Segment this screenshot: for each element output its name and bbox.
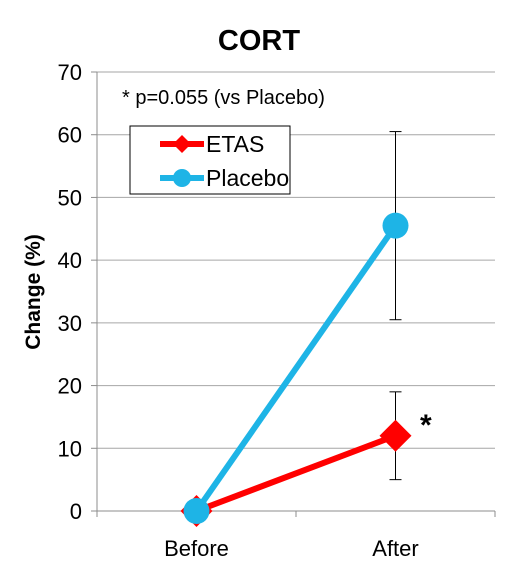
- x-tick-label: Before: [164, 536, 229, 561]
- significance-asterisk: *: [420, 409, 432, 442]
- y-tick-label: 20: [58, 374, 82, 399]
- data-point-placebo: [183, 498, 210, 524]
- y-tick-label: 70: [58, 60, 82, 85]
- y-tick-label: 0: [70, 499, 82, 524]
- chart-title: CORT: [218, 25, 300, 57]
- y-tick-label: 50: [58, 185, 82, 210]
- series-lines: [180, 212, 412, 527]
- y-tick-label: 60: [58, 123, 82, 148]
- series-line-etas: [195, 432, 397, 514]
- legend-box: [129, 125, 291, 195]
- y-axis-ticks: 0 10 20 30 40 50 60 70: [58, 60, 98, 524]
- legend-marker-placebo: [173, 169, 191, 187]
- y-tick-label: 30: [58, 311, 82, 336]
- series-line-placebo: [194, 223, 398, 513]
- y-tick-label: 10: [58, 436, 82, 461]
- significance-note: * p=0.055 (vs Placebo): [122, 87, 325, 109]
- data-point-placebo: [382, 212, 409, 239]
- legend: ETAS Placebo: [129, 125, 291, 195]
- legend-marker-etas: [173, 135, 191, 153]
- x-axis-ticks: Before After: [96, 510, 496, 561]
- y-axis-label: Change (%): [22, 234, 45, 350]
- data-point-etas: [379, 419, 412, 452]
- legend-label-placebo: Placebo: [206, 165, 289, 191]
- legend-label-etas: ETAS: [206, 131, 264, 157]
- y-tick-label: 40: [58, 248, 82, 273]
- x-tick-label: After: [372, 536, 418, 561]
